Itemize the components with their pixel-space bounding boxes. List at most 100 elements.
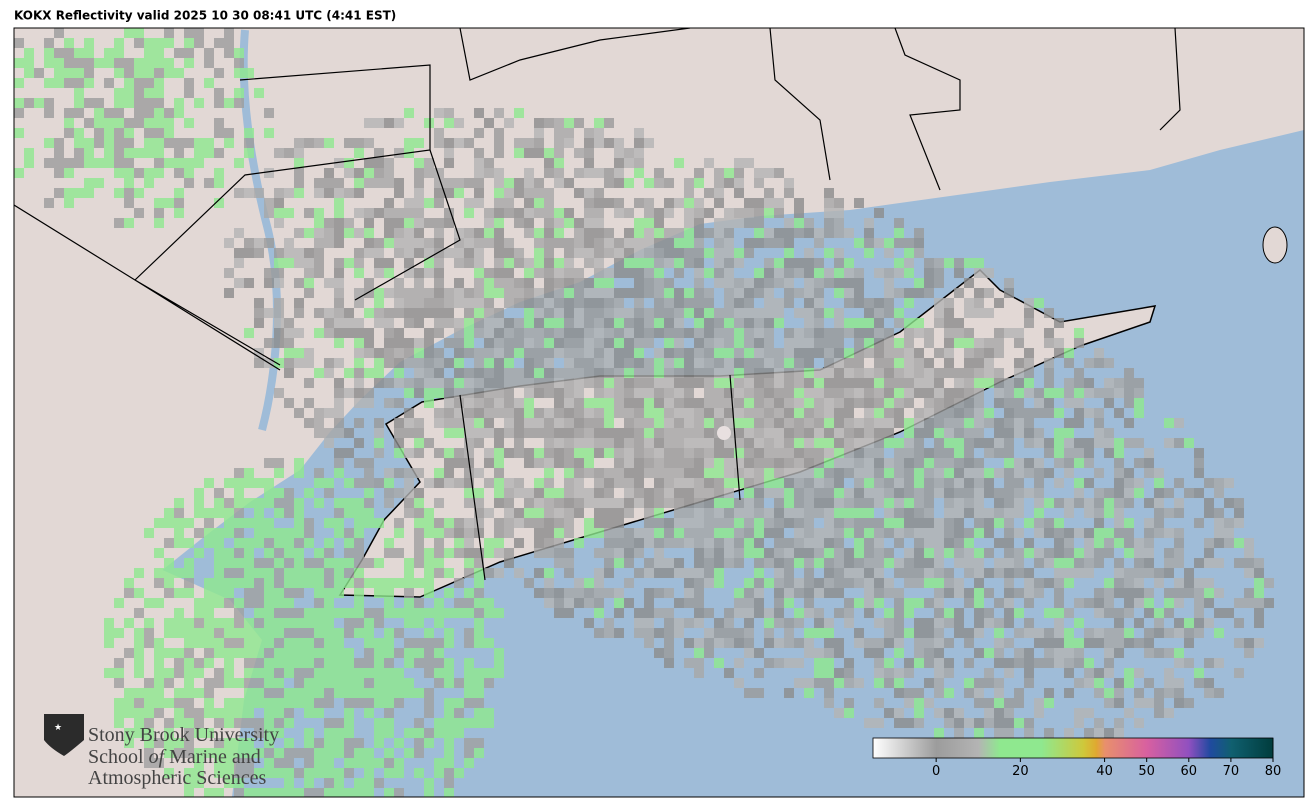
- echo-pixel: [324, 778, 334, 788]
- echo-pixel: [254, 678, 264, 688]
- echo-pixel: [934, 558, 944, 568]
- echo-pixel: [924, 518, 934, 528]
- echo-pixel: [134, 108, 144, 118]
- echo-pixel: [1064, 728, 1074, 738]
- echo-pixel: [444, 638, 454, 648]
- echo-pixel: [254, 718, 264, 728]
- echo-pixel: [364, 668, 374, 678]
- echo-pixel: [944, 298, 954, 308]
- echo-pixel: [1234, 618, 1244, 628]
- echo-pixel: [254, 638, 264, 648]
- echo-pixel: [284, 328, 294, 338]
- echo-pixel: [974, 648, 984, 658]
- echo-pixel: [514, 408, 524, 418]
- echo-pixel: [924, 548, 934, 558]
- echo-pixel: [464, 748, 474, 758]
- echo-pixel: [614, 348, 624, 358]
- echo-pixel: [254, 688, 264, 698]
- echo-pixel: [654, 548, 664, 558]
- echo-pixel: [624, 528, 634, 538]
- echo-pixel: [904, 518, 914, 528]
- echo-pixel: [334, 158, 344, 168]
- echo-pixel: [894, 378, 904, 388]
- echo-pixel: [634, 328, 644, 338]
- echo-pixel: [1004, 458, 1014, 468]
- echo-pixel: [514, 298, 524, 308]
- echo-pixel: [734, 518, 744, 528]
- echo-pixel: [1134, 408, 1144, 418]
- echo-pixel: [574, 458, 584, 468]
- echo-pixel: [1204, 678, 1214, 688]
- echo-pixel: [274, 498, 284, 508]
- echo-pixel: [834, 448, 844, 458]
- echo-pixel: [894, 678, 904, 688]
- echo-pixel: [774, 308, 784, 318]
- echo-pixel: [314, 308, 324, 318]
- echo-pixel: [324, 318, 334, 328]
- echo-pixel: [804, 258, 814, 268]
- echo-pixel: [764, 408, 774, 418]
- echo-pixel: [1074, 398, 1084, 408]
- echo-pixel: [664, 448, 674, 458]
- echo-pixel: [804, 598, 814, 608]
- echo-pixel: [314, 478, 324, 488]
- echo-pixel: [204, 678, 214, 688]
- echo-pixel: [274, 358, 284, 368]
- echo-pixel: [654, 218, 664, 228]
- echo-pixel: [984, 308, 994, 318]
- echo-pixel: [784, 578, 794, 588]
- echo-pixel: [384, 208, 394, 218]
- echo-pixel: [1074, 418, 1084, 428]
- echo-pixel: [1064, 578, 1074, 588]
- echo-pixel: [904, 258, 914, 268]
- echo-pixel: [624, 488, 634, 498]
- echo-pixel: [894, 288, 904, 298]
- echo-pixel: [414, 158, 424, 168]
- echo-pixel: [714, 228, 724, 238]
- echo-pixel: [464, 238, 474, 248]
- echo-pixel: [494, 138, 504, 148]
- echo-pixel: [1014, 468, 1024, 478]
- echo-pixel: [544, 478, 554, 488]
- echo-pixel: [884, 548, 894, 558]
- echo-pixel: [974, 458, 984, 468]
- echo-pixel: [714, 378, 724, 388]
- echo-pixel: [454, 368, 464, 378]
- echo-pixel: [774, 538, 784, 548]
- echo-pixel: [1064, 468, 1074, 478]
- echo-pixel: [754, 168, 764, 178]
- echo-pixel: [354, 548, 364, 558]
- echo-pixel: [204, 138, 214, 148]
- echo-pixel: [724, 508, 734, 518]
- echo-pixel: [934, 728, 944, 738]
- echo-pixel: [314, 228, 324, 238]
- echo-pixel: [804, 278, 814, 288]
- echo-pixel: [1114, 538, 1124, 548]
- echo-pixel: [384, 218, 394, 228]
- echo-pixel: [84, 158, 94, 168]
- echo-pixel: [874, 588, 884, 598]
- echo-pixel: [324, 138, 334, 148]
- echo-pixel: [944, 328, 954, 338]
- echo-pixel: [804, 568, 814, 578]
- echo-pixel: [364, 338, 374, 348]
- echo-pixel: [634, 388, 644, 398]
- echo-pixel: [504, 298, 514, 308]
- echo-pixel: [574, 378, 584, 388]
- echo-pixel: [244, 628, 254, 638]
- echo-pixel: [614, 408, 624, 418]
- echo-pixel: [814, 538, 824, 548]
- echo-pixel: [314, 638, 324, 648]
- echo-pixel: [264, 528, 274, 538]
- echo-pixel: [934, 408, 944, 418]
- echo-pixel: [904, 488, 914, 498]
- echo-pixel: [744, 448, 754, 458]
- echo-pixel: [314, 788, 324, 797]
- echo-pixel: [334, 338, 344, 348]
- echo-pixel: [694, 258, 704, 268]
- echo-pixel: [974, 438, 984, 448]
- echo-pixel: [394, 298, 404, 308]
- echo-pixel: [434, 228, 444, 238]
- echo-pixel: [334, 788, 344, 797]
- echo-pixel: [954, 548, 964, 558]
